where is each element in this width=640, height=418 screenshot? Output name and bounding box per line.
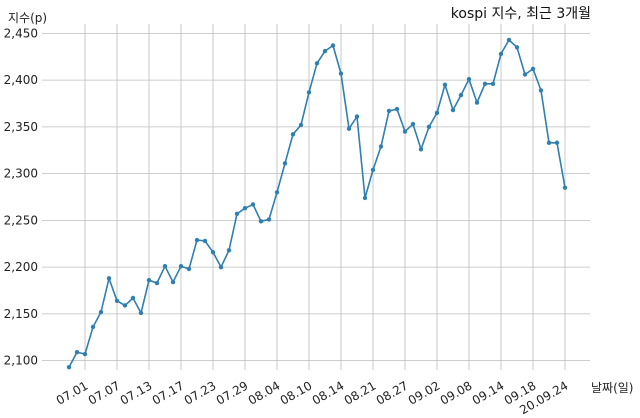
y-tick-label: 2,350: [4, 120, 38, 134]
data-point: [354, 114, 360, 119]
data-point: [250, 202, 256, 207]
series-layer: [66, 37, 568, 370]
data-point: [378, 144, 384, 149]
x-axis-label: 날짜(일): [591, 381, 633, 395]
data-point: [162, 264, 168, 269]
data-point: [74, 350, 80, 355]
data-point: [530, 66, 536, 72]
data-point: [386, 108, 392, 114]
data-point: [98, 309, 104, 315]
data-point: [194, 237, 200, 243]
y-axis-label: 지수(p): [8, 11, 47, 25]
chart-title: kospi 지수, 최근 3개월: [451, 6, 591, 22]
data-point: [106, 276, 112, 281]
data-point: [346, 126, 352, 131]
x-tick-label: 08.04: [246, 378, 283, 407]
data-point: [258, 219, 264, 224]
data-point: [282, 161, 288, 166]
data-point: [442, 82, 448, 87]
data-point: [266, 217, 272, 222]
x-tick-label: 09.14: [470, 378, 507, 407]
data-point: [274, 190, 280, 195]
data-point: [506, 37, 512, 43]
data-point: [338, 71, 344, 76]
x-tick-label: 07.01: [54, 378, 91, 407]
x-tick-label: 07.23: [182, 378, 219, 407]
data-point: [482, 81, 488, 87]
x-tick-label: 09.02: [406, 378, 443, 407]
x-tick-label: 08.10: [278, 378, 315, 407]
y-tick-label: 2,100: [4, 354, 38, 368]
data-point: [458, 92, 464, 98]
data-point: [474, 100, 480, 105]
data-point: [146, 278, 152, 283]
data-point: [114, 298, 120, 303]
x-tick-label: 08.14: [310, 378, 347, 407]
data-point: [298, 122, 304, 128]
y-tick-label: 2,450: [4, 26, 38, 40]
data-point: [170, 279, 176, 285]
grid-layer: [42, 24, 590, 370]
data-point: [514, 45, 520, 50]
data-point: [418, 147, 424, 152]
data-point: [394, 106, 400, 112]
data-point: [434, 110, 440, 116]
x-tick-label: 08.27: [374, 378, 411, 407]
x-tick-label: 07.07: [86, 378, 123, 407]
data-point: [202, 238, 208, 244]
data-point: [186, 266, 192, 272]
data-point: [66, 364, 72, 370]
data-point: [554, 140, 560, 145]
data-point: [130, 295, 136, 301]
data-point: [426, 124, 432, 130]
data-point: [122, 303, 128, 308]
data-point: [314, 61, 320, 66]
data-point: [178, 264, 184, 269]
data-point: [218, 264, 224, 270]
data-point: [210, 249, 216, 255]
data-point: [546, 140, 552, 145]
data-point: [90, 324, 96, 330]
series-line: [68, 38, 566, 368]
y-tick-label: 2,300: [4, 167, 38, 181]
data-point: [538, 88, 544, 93]
data-point: [450, 107, 456, 113]
data-point: [498, 51, 504, 57]
data-point: [290, 132, 296, 137]
data-point: [410, 121, 416, 127]
data-point: [242, 206, 248, 211]
data-point: [226, 248, 232, 253]
x-tick-label: 07.29: [214, 378, 251, 407]
y-tick-label: 2,250: [4, 213, 38, 227]
x-tick-label: 07.17: [150, 378, 187, 407]
y-tick-label: 2,400: [4, 73, 38, 87]
data-point: [490, 81, 496, 87]
data-point: [370, 167, 376, 173]
data-point: [330, 43, 336, 48]
data-point: [138, 310, 144, 316]
y-tick-label: 2,200: [4, 260, 38, 274]
data-point: [154, 280, 160, 286]
data-point: [562, 185, 568, 190]
x-tick-label: 09.08: [438, 378, 475, 407]
data-point: [82, 351, 88, 357]
data-point: [362, 195, 368, 201]
x-tick-label: 08.21: [342, 378, 379, 407]
data-point: [322, 48, 328, 54]
data-point: [234, 211, 240, 217]
data-point: [466, 76, 472, 82]
y-tick-label: 2,150: [4, 307, 38, 321]
data-point: [402, 129, 408, 134]
data-point: [522, 72, 528, 77]
x-tick-label: 07.13: [118, 378, 155, 407]
data-point: [306, 90, 312, 95]
